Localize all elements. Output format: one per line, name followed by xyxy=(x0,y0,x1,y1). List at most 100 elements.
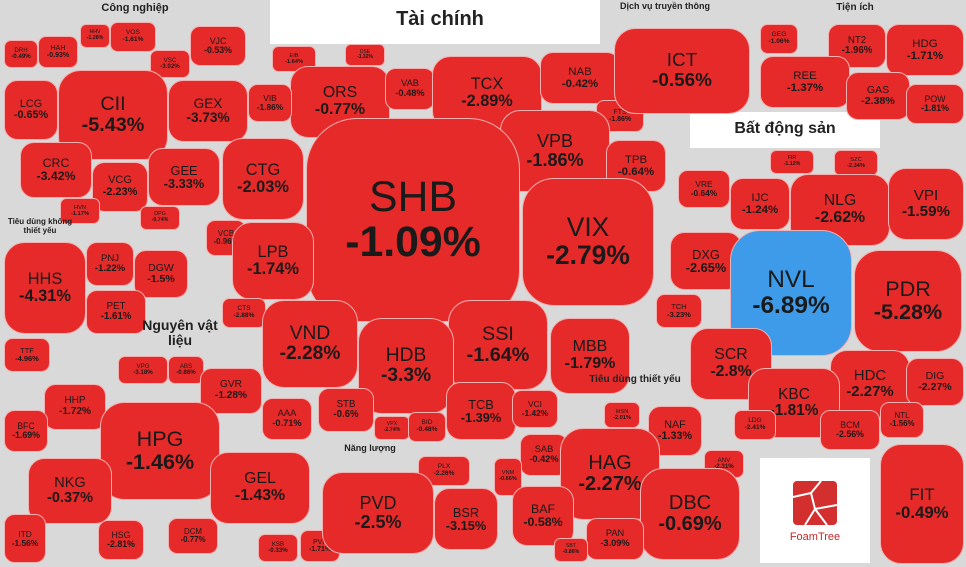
cell-value: -0.48% xyxy=(395,88,425,98)
cell-name: FIT xyxy=(909,485,935,505)
cell-value: -2.27% xyxy=(918,381,952,393)
cell-name: VSC xyxy=(163,56,177,64)
cell-value: -2.26% xyxy=(433,470,455,477)
cell-name: PET xyxy=(106,300,126,312)
cell-name: NLG xyxy=(823,192,857,210)
cell-name: IJC xyxy=(751,192,769,204)
cell: IJC -1.24% xyxy=(730,178,790,230)
cell-name: CTS xyxy=(237,305,251,313)
cell-name: HAG xyxy=(588,452,632,474)
cell-value: -0.77% xyxy=(180,535,206,544)
cell: TCH -3.23% xyxy=(656,294,702,328)
cell-name: REE xyxy=(793,70,817,82)
cell-name: VOS xyxy=(126,29,140,37)
cell-name: PVD xyxy=(359,493,397,514)
cell-name: HSG xyxy=(111,529,131,540)
group-title: Tài chính xyxy=(396,8,484,30)
cell-name: VCG xyxy=(108,174,132,187)
cell-name: VPG xyxy=(136,362,150,370)
cell-value: -0.74% xyxy=(151,217,169,223)
title-band xyxy=(270,0,600,44)
cell: HHV -1.28% xyxy=(80,24,110,48)
cell-value: -0.49% xyxy=(11,53,31,60)
cell-value: -0.6% xyxy=(333,409,359,420)
cell-value: -2.88% xyxy=(233,312,255,319)
cell-name: ICT xyxy=(666,50,698,72)
cell: VND -2.28% xyxy=(262,300,358,388)
cell-name: BSR xyxy=(452,504,480,520)
cell: VRE -0.64% xyxy=(678,170,730,208)
cell-value: -1.64% xyxy=(284,59,304,65)
cell-name: VAB xyxy=(401,78,419,89)
cell: KSB -0.33% xyxy=(258,534,298,562)
cell-value: -0.56% xyxy=(652,70,712,91)
cell-name: PLX xyxy=(437,463,451,471)
cell-name: SAB xyxy=(534,444,554,455)
cell-value: -3.18% xyxy=(133,369,153,376)
cell: BSR -3.15% xyxy=(434,488,498,550)
cell: MSN -2.01% xyxy=(604,402,640,428)
group-title: Năng lượng xyxy=(344,443,396,453)
cell-value: -2.23% xyxy=(102,186,138,198)
cell-value: -1.61% xyxy=(100,311,132,322)
title-band xyxy=(690,112,880,148)
cell-name: ANV xyxy=(717,456,731,464)
cell-value: -0.93% xyxy=(46,52,70,59)
cell-value: -1.39% xyxy=(460,410,502,425)
cell-name: KBC xyxy=(778,385,810,403)
cell: VCI -1.42% xyxy=(512,390,558,428)
cell-name: AAA xyxy=(277,408,297,419)
cell-name: BAF xyxy=(530,501,556,516)
cell: GEE -3.33% xyxy=(148,148,220,206)
cell-value: -1.86% xyxy=(256,102,284,112)
cell-name: NKG xyxy=(54,474,86,491)
cell-name: BFC xyxy=(17,420,35,431)
cell: VOS -1.61% xyxy=(110,22,156,52)
cell-name: GEX xyxy=(193,95,223,111)
cell-value: -0.49% xyxy=(895,503,949,522)
cell-name: VPI xyxy=(913,187,939,205)
cell-value: -2.62% xyxy=(814,209,866,226)
cell: DIG -2.27% xyxy=(906,358,964,406)
cell-value: -0.65% xyxy=(13,109,49,121)
cell: VPX -2.74% xyxy=(374,416,410,440)
cell-value: -0.64% xyxy=(690,188,718,198)
cell-value: -2.38% xyxy=(861,95,895,107)
cell-name: DRH xyxy=(14,46,28,54)
cell-name: VCI xyxy=(528,399,542,410)
cell-name: PDR xyxy=(885,276,931,302)
cell-name: LDG xyxy=(748,417,762,425)
cell: HPG -1.46% xyxy=(100,402,220,500)
cell-value: -2.5% xyxy=(354,512,402,532)
cell-name: CII xyxy=(100,93,126,116)
cell: PAN -3.09% xyxy=(586,518,644,560)
cell-name: TCB xyxy=(468,396,494,412)
cell-name: HVN xyxy=(73,205,87,211)
cell: ITD -1.56% xyxy=(4,514,46,563)
cell-name: VIX xyxy=(566,212,610,243)
cell-value: -5.28% xyxy=(873,299,943,324)
cell: VSC -3.02% xyxy=(150,50,190,78)
cell: VPI -1.59% xyxy=(888,168,964,240)
cell-name: EIB xyxy=(289,53,299,59)
cell: SZC -2.34% xyxy=(834,150,878,176)
cell-name: GEL xyxy=(244,470,276,488)
cell-value: -3.23% xyxy=(667,310,691,319)
cell-value: -1.64% xyxy=(466,344,530,366)
cell: HDB -3.3% xyxy=(358,318,454,414)
cell-name: DIG xyxy=(925,369,945,382)
cell-value: -3.73% xyxy=(186,110,230,125)
cell-name: GVR xyxy=(220,379,242,391)
group-title: Dịch vụ truyền thông xyxy=(620,1,710,11)
cell-value: -0.71% xyxy=(272,418,302,428)
cell: DSE -1.32% xyxy=(345,44,385,66)
cell-value: -2.65% xyxy=(685,260,727,275)
cell: HHP -1.72% xyxy=(44,384,106,430)
cell: SBT -0.86% xyxy=(554,538,588,562)
cell-value: -0.53% xyxy=(204,45,232,55)
cell-value: -1.5% xyxy=(147,273,175,285)
cell: HSG -2.81% xyxy=(98,520,144,560)
cell-name: STB xyxy=(336,398,356,410)
cell-name: ITD xyxy=(18,528,32,539)
cell-value: -1.42% xyxy=(521,408,549,418)
